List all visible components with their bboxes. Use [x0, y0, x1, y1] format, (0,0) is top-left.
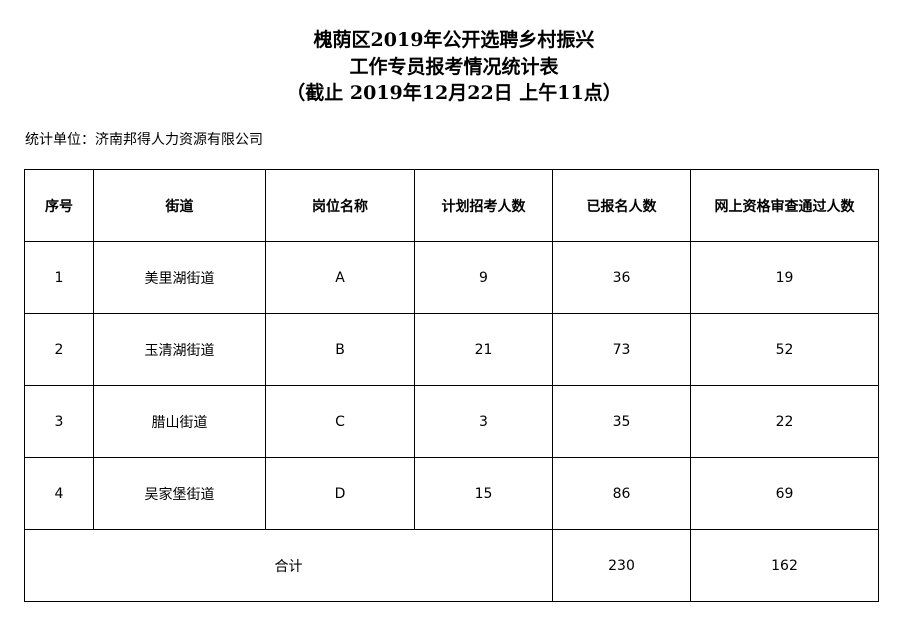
header-cell: 已报名人数	[552, 169, 691, 242]
statistics-unit: 统计单位：济南邦得人力资源有限公司	[25, 132, 263, 148]
table-row: 2 玉清湖街道 B 21 73 52	[24, 313, 879, 386]
cell: C	[265, 385, 415, 458]
cell: 21	[414, 313, 553, 386]
cell: 吴家堡街道	[93, 457, 266, 530]
cell: 3	[24, 385, 94, 458]
cell: 3	[414, 385, 553, 458]
header-cell: 序号	[24, 169, 94, 242]
cell: 玉清湖街道	[93, 313, 266, 386]
cell: 69	[690, 457, 879, 530]
total-label: 合计	[24, 529, 553, 602]
cell: 52	[690, 313, 879, 386]
table-row: 4 吴家堡街道 D 15 86 69	[24, 457, 879, 530]
statistics-table: 序号 街道 岗位名称 计划招考人数 已报名人数 网上资格审查通过人数 1 美里湖…	[24, 169, 879, 602]
cell: 36	[552, 241, 691, 314]
cell: 35	[552, 385, 691, 458]
total-row: 合计 230 162	[24, 529, 879, 602]
table-row: 3 腊山街道 C 3 35 22	[24, 385, 879, 458]
header-cell: 街道	[93, 169, 266, 242]
cell: B	[265, 313, 415, 386]
cell: A	[265, 241, 415, 314]
cell: 86	[552, 457, 691, 530]
title-line-1: 槐荫区2019年公开选聘乡村振兴	[313, 29, 595, 51]
header-cell: 网上资格审查通过人数	[690, 169, 879, 242]
cell: 19	[690, 241, 879, 314]
header-cell: 计划招考人数	[414, 169, 553, 242]
cell: 腊山街道	[93, 385, 266, 458]
total-passed: 162	[690, 529, 879, 602]
cell: 4	[24, 457, 94, 530]
title-line-2: 工作专员报考情况统计表	[349, 56, 559, 78]
cell: 73	[552, 313, 691, 386]
total-registered: 230	[552, 529, 691, 602]
cell: 22	[690, 385, 879, 458]
cell: 15	[414, 457, 553, 530]
cell: 2	[24, 313, 94, 386]
header-row: 序号 街道 岗位名称 计划招考人数 已报名人数 网上资格审查通过人数	[24, 169, 879, 242]
title-line-3: （截止 2019年12月22日 上午11点）	[286, 82, 622, 104]
header-cell: 岗位名称	[265, 169, 415, 242]
cell: D	[265, 457, 415, 530]
cell: 1	[24, 241, 94, 314]
cell: 美里湖街道	[93, 241, 266, 314]
table-row: 1 美里湖街道 A 9 36 19	[24, 241, 879, 314]
cell: 9	[414, 241, 553, 314]
